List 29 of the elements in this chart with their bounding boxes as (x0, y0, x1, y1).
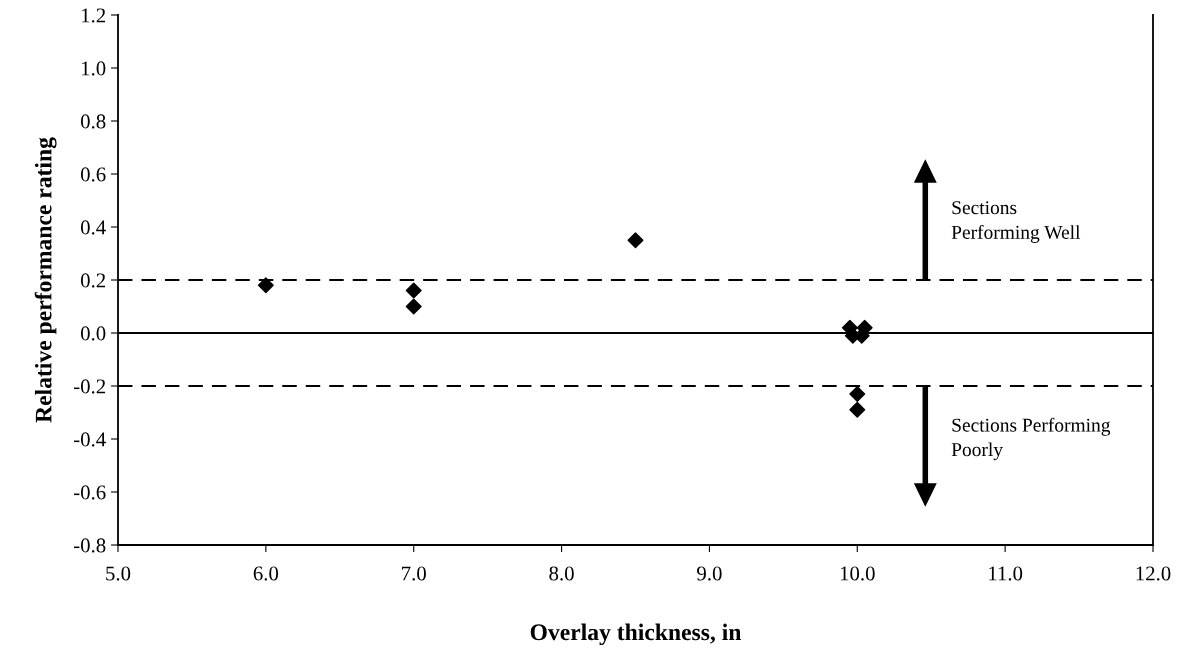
x-tick-label: 5.0 (106, 566, 131, 581)
x-tick-label: 10.0 (840, 566, 875, 581)
point (405, 282, 422, 299)
x-axis-title: Overlay thickness, in (530, 623, 742, 646)
point (257, 277, 274, 294)
x-tick-label: 11.0 (989, 566, 1023, 581)
y-tick-label: 0.0 (80, 326, 106, 341)
y-tick-label: -0.8 (73, 538, 106, 553)
x-tick-label: 8.0 (549, 566, 574, 581)
y-tick-label: -0.4 (73, 432, 106, 447)
annotation: Sections Performing Well (951, 201, 1081, 243)
y-tick-label: -0.6 (73, 485, 106, 500)
point (405, 298, 422, 315)
annotation: Sections Performing Poorly (951, 417, 1111, 461)
point (849, 401, 866, 418)
x-tick-label: 9.0 (697, 566, 722, 581)
y-tick-label: 1.2 (81, 8, 106, 23)
point (849, 385, 866, 402)
x-tick-label: 6.0 (253, 566, 279, 581)
x-tick-label: 12.0 (1136, 566, 1171, 581)
y-tick-label: 0.8 (80, 114, 106, 129)
y-tick-label: 0.6 (80, 167, 106, 182)
y-tick-label: -0.2 (73, 379, 106, 394)
y-tick-label: 1.0 (81, 61, 106, 76)
y-tick-label: 0.2 (80, 273, 106, 288)
y-tick-label: 0.4 (80, 220, 106, 235)
point (627, 232, 644, 249)
x-tick-label: 7.0 (402, 566, 426, 581)
y-axis-title: Relative performance rating (34, 137, 57, 423)
